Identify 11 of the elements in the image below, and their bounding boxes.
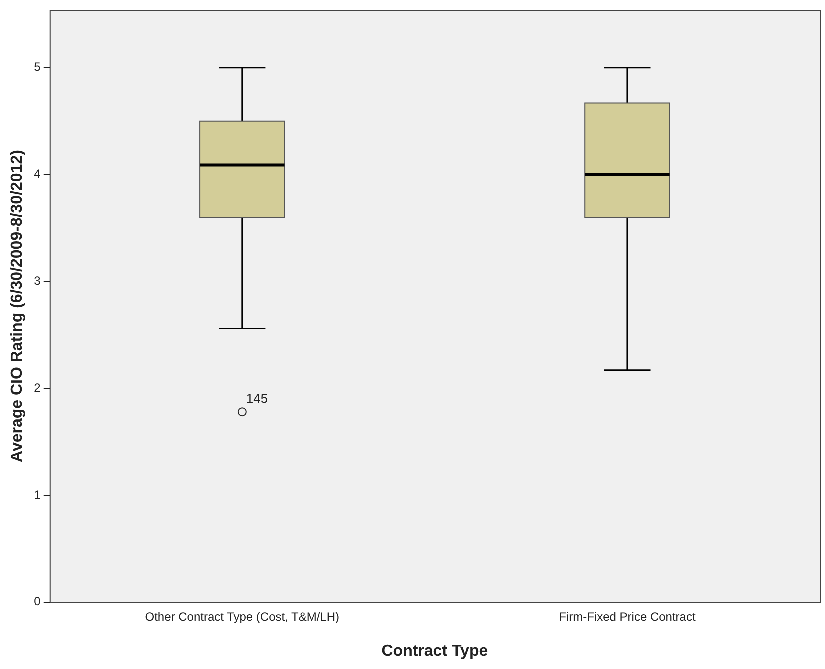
x-axis-title: Contract Type xyxy=(382,642,488,660)
y-tick-label: 4 xyxy=(34,167,42,182)
x-tick-label: Firm-Fixed Price Contract xyxy=(559,610,696,624)
annotation: 145 xyxy=(246,391,268,406)
y-tick-label: 1 xyxy=(34,488,42,502)
y-tick-label: 0 xyxy=(34,594,42,609)
y-tick-label: 5 xyxy=(34,60,42,74)
y-tick-label: 3 xyxy=(34,274,42,288)
x-tick-label: Other Contract Type (Cost, T&M/LH) xyxy=(145,610,340,624)
y-tick-label: 2 xyxy=(34,380,42,395)
y-axis-title: Average CIO Rating (6/30/2009-8/30/2012) xyxy=(9,150,26,463)
